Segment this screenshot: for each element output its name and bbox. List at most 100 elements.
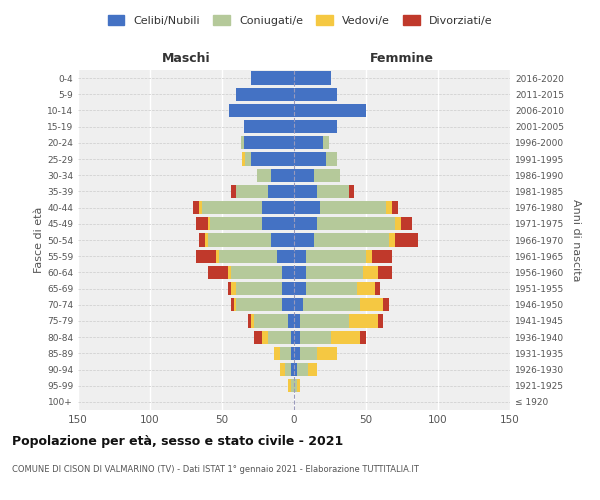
Bar: [271, 234, 294, 246]
Bar: [377, 314, 383, 328]
Bar: [320, 201, 386, 214]
Bar: [317, 217, 395, 230]
Bar: [251, 72, 294, 85]
Bar: [317, 185, 349, 198]
Bar: [294, 104, 366, 117]
Bar: [294, 330, 300, 344]
Bar: [291, 379, 294, 392]
Y-axis label: Fasce di età: Fasce di età: [34, 207, 44, 273]
Bar: [349, 314, 377, 328]
Bar: [216, 250, 219, 263]
Bar: [366, 250, 372, 263]
Bar: [268, 330, 291, 344]
Bar: [230, 282, 236, 295]
Bar: [294, 363, 297, 376]
Bar: [374, 282, 380, 295]
Bar: [262, 201, 294, 214]
Bar: [248, 314, 251, 328]
Bar: [219, 250, 277, 263]
Text: COMUNE DI CISON DI VALMARINO (TV) - Dati ISTAT 1° gennaio 2021 - Elaborazione TU: COMUNE DI CISON DI VALMARINO (TV) - Dati…: [12, 465, 419, 474]
Bar: [294, 88, 337, 101]
Bar: [300, 314, 349, 328]
Bar: [392, 201, 398, 214]
Bar: [291, 363, 294, 376]
Bar: [230, 185, 236, 198]
Bar: [291, 346, 294, 360]
Bar: [251, 314, 254, 328]
Text: Maschi: Maschi: [161, 52, 211, 65]
Bar: [271, 168, 294, 182]
Bar: [228, 282, 230, 295]
Bar: [283, 282, 294, 295]
Bar: [305, 282, 358, 295]
Bar: [294, 201, 320, 214]
Bar: [294, 72, 331, 85]
Bar: [274, 346, 280, 360]
Bar: [280, 363, 286, 376]
Bar: [395, 217, 401, 230]
Bar: [294, 120, 337, 134]
Text: Femmine: Femmine: [370, 52, 434, 65]
Bar: [283, 266, 294, 279]
Bar: [208, 217, 211, 230]
Bar: [401, 217, 412, 230]
Bar: [268, 185, 294, 198]
Bar: [297, 363, 308, 376]
Bar: [294, 298, 302, 312]
Bar: [317, 346, 337, 360]
Bar: [211, 217, 262, 230]
Bar: [257, 168, 271, 182]
Bar: [294, 250, 305, 263]
Bar: [308, 363, 317, 376]
Bar: [383, 298, 389, 312]
Bar: [294, 168, 314, 182]
Bar: [283, 298, 294, 312]
Bar: [245, 152, 251, 166]
Bar: [233, 298, 236, 312]
Bar: [297, 379, 300, 392]
Bar: [208, 234, 271, 246]
Bar: [244, 136, 294, 149]
Bar: [262, 330, 268, 344]
Bar: [294, 136, 323, 149]
Bar: [291, 330, 294, 344]
Bar: [230, 266, 283, 279]
Bar: [349, 185, 355, 198]
Bar: [244, 120, 294, 134]
Bar: [205, 234, 208, 246]
Bar: [314, 234, 389, 246]
Bar: [360, 298, 383, 312]
Bar: [395, 234, 418, 246]
Bar: [199, 201, 202, 214]
Bar: [202, 201, 262, 214]
Bar: [300, 330, 331, 344]
Bar: [294, 282, 305, 295]
Bar: [377, 266, 392, 279]
Bar: [208, 266, 228, 279]
Bar: [294, 152, 326, 166]
Bar: [288, 379, 291, 392]
Bar: [228, 266, 230, 279]
Bar: [294, 234, 314, 246]
Bar: [326, 152, 337, 166]
Bar: [294, 266, 305, 279]
Bar: [236, 185, 268, 198]
Bar: [236, 88, 294, 101]
Legend: Celibi/Nubili, Coniugati/e, Vedovi/e, Divorziati/e: Celibi/Nubili, Coniugati/e, Vedovi/e, Di…: [103, 10, 497, 30]
Bar: [294, 346, 300, 360]
Bar: [294, 379, 297, 392]
Bar: [360, 330, 366, 344]
Bar: [305, 266, 363, 279]
Bar: [236, 298, 283, 312]
Bar: [241, 136, 244, 149]
Bar: [286, 363, 291, 376]
Bar: [196, 217, 208, 230]
Bar: [262, 217, 294, 230]
Bar: [363, 266, 377, 279]
Bar: [199, 234, 205, 246]
Bar: [280, 346, 291, 360]
Bar: [242, 152, 245, 166]
Bar: [314, 168, 340, 182]
Bar: [254, 330, 262, 344]
Bar: [302, 298, 360, 312]
